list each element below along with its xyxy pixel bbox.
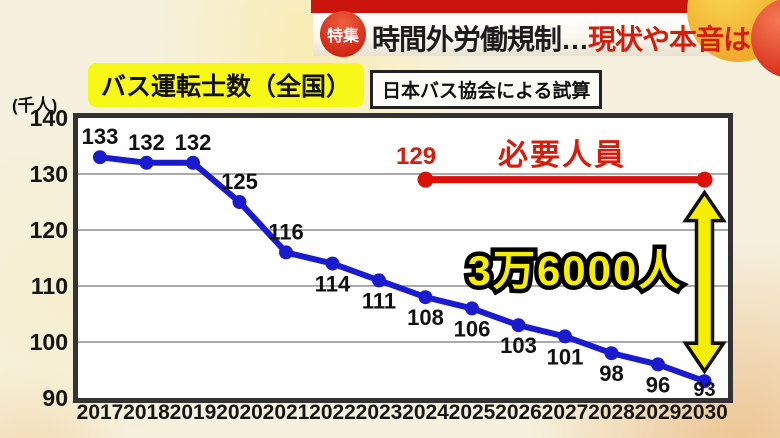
data-point-label: 106 (454, 316, 491, 341)
data-point-label: 103 (500, 333, 537, 358)
headline-red-text: 現状や本音は (588, 24, 751, 55)
data-point-label: 111 (362, 288, 396, 313)
data-point (186, 155, 200, 170)
required-line-endpoint (696, 171, 713, 188)
x-tick-label: 2019 (169, 401, 217, 424)
gap-arrow (682, 189, 727, 375)
x-tick-label: 2018 (123, 401, 170, 424)
data-point (279, 245, 293, 260)
x-tick-label: 2024 (402, 401, 449, 424)
data-point (372, 273, 386, 288)
driver-count-line (97, 154, 708, 385)
data-point-label: 108 (407, 305, 444, 330)
data-point (232, 195, 247, 209)
data-point-label: 116 (268, 219, 304, 244)
y-tick-label: 140 (29, 105, 68, 131)
source-note-box: 日本バス協会による試算 (370, 70, 603, 109)
required-line-label: 必要人員 (498, 139, 626, 172)
data-point (325, 256, 340, 271)
data-point-label: 114 (315, 272, 351, 297)
y-tick-label: 100 (29, 329, 68, 355)
x-tick-label: 2029 (634, 401, 682, 424)
y-tick-label: 130 (29, 161, 68, 187)
required-value-label: 129 (396, 143, 437, 170)
feature-badge: 特集 (320, 11, 366, 57)
data-point-label: 98 (599, 361, 623, 386)
data-point-label: 101 (547, 344, 584, 369)
data-point-label: 132 (175, 130, 212, 155)
data-point (604, 346, 619, 361)
x-tick-label: 2027 (541, 401, 589, 424)
x-tick-label: 2023 (355, 401, 403, 424)
data-point-label: 133 (82, 124, 119, 149)
y-tick-label: 120 (29, 217, 68, 243)
plot-area: 3万6000人 133 132 132 125 116 114 111 108 106 103 101… (73, 113, 733, 403)
feature-badge-label: 特集 (326, 28, 359, 45)
x-tick-label: 2025 (448, 401, 496, 424)
required-line-endpoint (417, 171, 434, 188)
data-point (558, 329, 572, 344)
data-point (697, 374, 712, 389)
data-point-label: 132 (128, 130, 165, 155)
y-axis-unit-label: (千人) (12, 96, 58, 115)
x-tick-label: 2017 (76, 401, 124, 424)
chart-svg: 3万6000人 133 132 132 125 116 114 111 108 106 103 101… (78, 124, 728, 401)
banner-top-strip (311, 0, 780, 13)
data-point (418, 290, 433, 305)
x-tick-label: 2021 (262, 401, 310, 424)
x-tick-label: 2030 (681, 401, 728, 424)
data-point (465, 301, 479, 316)
x-tick-label: 2020 (216, 401, 263, 424)
headline-black-text: 時間外労働規制… (372, 24, 589, 55)
data-point (139, 155, 154, 170)
data-point (651, 357, 665, 372)
x-tick-label: 2022 (309, 401, 356, 424)
gap-label: 3万6000人 (468, 247, 683, 294)
data-point-label: 125 (221, 169, 258, 194)
chart-title-box: バス運転士数（全国） (88, 63, 365, 107)
data-point-label: 96 (646, 372, 670, 397)
x-tick-label: 2026 (495, 401, 542, 424)
x-tick-label: 2028 (588, 401, 635, 424)
data-point (93, 150, 107, 165)
y-tick-label: 90 (42, 385, 68, 411)
data-point-label: 93 (693, 379, 715, 401)
y-tick-label: 110 (30, 273, 68, 299)
headline-text: 時間外労働規制…現状や本音は (372, 18, 751, 58)
data-point (511, 318, 526, 333)
